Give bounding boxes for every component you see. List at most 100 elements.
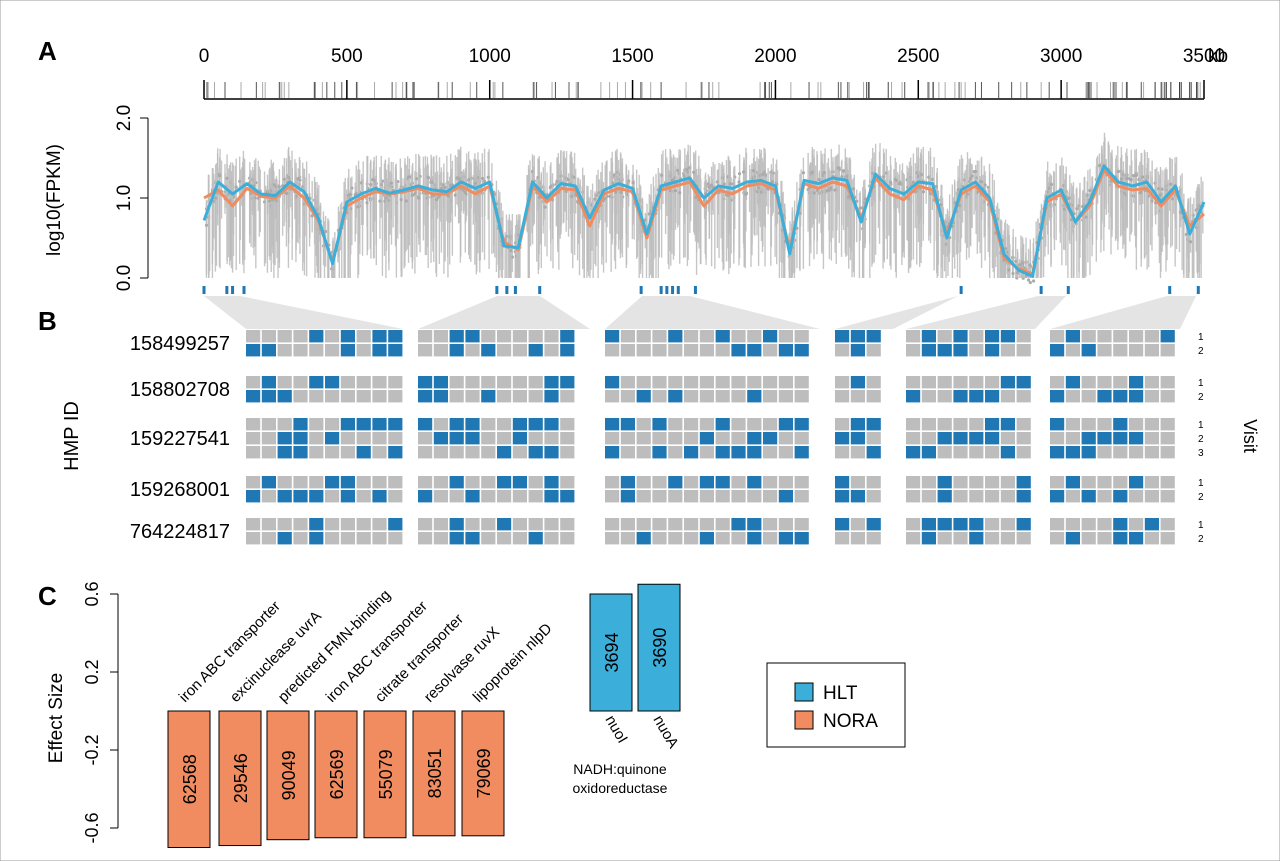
cell-present xyxy=(1050,418,1065,431)
c-y-tick-label-0.6: 0.6 xyxy=(82,581,102,606)
cell-present xyxy=(309,518,324,531)
cell-absent xyxy=(1144,432,1159,445)
cell-absent xyxy=(835,532,850,545)
cell-absent xyxy=(418,446,433,459)
cell-absent xyxy=(1050,532,1065,545)
expression-point xyxy=(682,174,686,178)
expression-point xyxy=(1156,187,1161,191)
cell-absent xyxy=(433,344,448,357)
c-y-tick-label--0.2: -0.2 xyxy=(82,734,102,765)
cell-absent xyxy=(528,476,543,489)
cell-absent xyxy=(497,390,512,403)
cell-absent xyxy=(1113,330,1128,343)
cell-absent xyxy=(699,344,714,357)
cell-present xyxy=(763,432,778,445)
cell-absent xyxy=(1113,446,1128,459)
cell-present xyxy=(544,446,559,459)
cell-present xyxy=(293,446,308,459)
x-tick-label-3000: 3000 xyxy=(1040,46,1082,67)
cell-absent xyxy=(835,418,850,431)
expression-point xyxy=(213,196,218,200)
cell-present xyxy=(969,390,984,403)
cell-absent xyxy=(866,476,881,489)
cell-present xyxy=(388,418,403,431)
expression-point xyxy=(851,187,855,191)
visit-number: 2 xyxy=(1198,346,1204,357)
cell-absent xyxy=(356,344,371,357)
bar-id-label: 62568 xyxy=(180,754,200,804)
cell-absent xyxy=(560,418,575,431)
cell-absent xyxy=(465,344,480,357)
cell-present xyxy=(372,418,387,431)
cell-absent xyxy=(388,376,403,389)
cell-absent xyxy=(620,330,635,343)
cell-absent xyxy=(1097,418,1112,431)
cell-absent xyxy=(763,376,778,389)
cell-present xyxy=(985,418,1000,431)
region-mark xyxy=(1196,286,1200,294)
cell-absent xyxy=(1129,330,1144,343)
expression-point xyxy=(722,182,726,186)
region-mark xyxy=(659,286,663,294)
cell-present xyxy=(1016,376,1031,389)
expression-point xyxy=(948,236,952,240)
cell-present xyxy=(1065,376,1080,389)
expression-point xyxy=(434,198,439,202)
cell-present xyxy=(1050,390,1065,403)
cell-absent xyxy=(763,518,778,531)
cell-present xyxy=(325,376,340,389)
cell-present xyxy=(731,446,746,459)
region-mark xyxy=(676,286,680,294)
cell-absent xyxy=(465,446,480,459)
visit-number: 3 xyxy=(1198,448,1204,459)
cell-absent xyxy=(1097,490,1112,503)
expression-point xyxy=(249,191,253,196)
cell-present xyxy=(715,446,730,459)
cell-present xyxy=(418,418,433,431)
cell-present xyxy=(636,390,651,403)
cell-absent xyxy=(1160,390,1175,403)
cell-absent xyxy=(325,490,340,503)
cell-present xyxy=(372,490,387,503)
cell-absent xyxy=(866,344,881,357)
expression-point xyxy=(841,169,846,173)
cell-absent xyxy=(277,330,292,343)
expression-point xyxy=(737,180,741,184)
cell-present xyxy=(544,490,559,503)
cell-present xyxy=(794,446,809,459)
expression-point xyxy=(939,203,943,207)
expression-point xyxy=(1134,173,1138,177)
legend-hlt-swatch xyxy=(794,682,814,702)
cell-absent xyxy=(512,446,527,459)
cell-present xyxy=(325,432,340,445)
cell-absent xyxy=(763,344,778,357)
cell-absent xyxy=(1050,432,1065,445)
cell-absent xyxy=(1144,476,1159,489)
cell-absent xyxy=(668,432,683,445)
expression-point xyxy=(399,197,403,202)
cell-present xyxy=(261,344,276,357)
cell-absent xyxy=(921,390,936,403)
expression-point xyxy=(365,201,369,205)
cell-absent xyxy=(794,490,809,503)
cell-present xyxy=(969,532,984,545)
visit-number: 2 xyxy=(1198,392,1204,403)
cell-absent xyxy=(388,432,403,445)
cell-absent xyxy=(1113,344,1128,357)
cell-absent xyxy=(497,418,512,431)
cell-absent xyxy=(636,376,651,389)
bar-id-label: 55079 xyxy=(376,749,396,799)
expression-point xyxy=(728,182,732,186)
expression-point xyxy=(694,195,698,200)
cell-present xyxy=(953,432,968,445)
cell-present xyxy=(261,376,276,389)
cell-present xyxy=(1081,490,1096,503)
cell-absent xyxy=(1065,490,1080,503)
expression-point xyxy=(1011,271,1015,276)
cell-present xyxy=(937,344,952,357)
expression-point xyxy=(812,191,816,195)
cell-absent xyxy=(340,432,355,445)
cell-absent xyxy=(652,476,667,489)
cell-absent xyxy=(560,446,575,459)
cell-absent xyxy=(937,376,952,389)
